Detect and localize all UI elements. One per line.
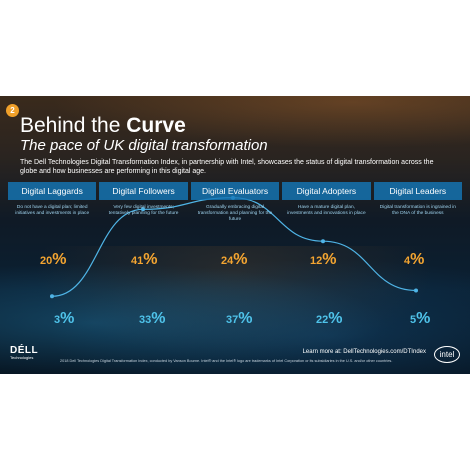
category-evaluators: Digital Evaluators (190, 182, 280, 200)
curve-point (321, 239, 325, 244)
category-followers: Digital Followers (99, 182, 188, 200)
category-laggards: Digital Laggards (8, 182, 97, 200)
category-description: Gradually embracing digital transformati… (197, 205, 273, 222)
category-leaders: Digital Leaders (373, 182, 463, 200)
slide-number-badge: 2 (6, 104, 19, 117)
uk-pct-adopters: 22% (316, 310, 343, 327)
uk-pct-laggards: 3% (54, 310, 75, 327)
global-pct-laggards: 20% (40, 251, 67, 268)
intel-logo: intel (434, 346, 460, 363)
uk-pct-evaluators: 37% (226, 310, 253, 327)
infographic-slide: 2 Behind the Curve The pace of UK digita… (0, 96, 470, 374)
curve-point (50, 294, 54, 299)
category-description: Have a mature digital plan, investments … (287, 205, 366, 216)
category-description: Digital transformation is ingrained in t… (379, 205, 456, 216)
category-description-row: Do not have a digital plan; limited init… (8, 205, 462, 225)
category-header-row: Digital Laggards Digital Followers Digit… (8, 182, 463, 200)
learn-more-text: Learn more at: DellTechnologies.com/DTIn… (302, 349, 426, 355)
dell-technologies-logo: DÉLL Technologies (10, 345, 39, 360)
uk-pct-leaders: 5% (410, 310, 431, 327)
curve-point (141, 207, 145, 212)
global-pct-evaluators: 24% (221, 251, 248, 268)
intro-text: The Dell Technologies Digital Transforma… (20, 159, 434, 175)
global-pct-adopters: 12% (310, 251, 337, 268)
category-description: Do not have a digital plan; limited init… (15, 205, 90, 216)
page-title: Behind the Curve (20, 114, 186, 137)
footer-disclaimer: 2018 Dell Technologies Digital Transform… (60, 359, 393, 363)
global-pct-leaders: 4% (404, 251, 425, 268)
global-pct-followers: 41% (131, 251, 158, 268)
category-adopters: Digital Adopters (282, 182, 371, 200)
page-subtitle: The pace of UK digital transformation (20, 137, 268, 154)
curve-point (414, 288, 418, 293)
category-description: Very few digital investments; tentativel… (108, 205, 179, 216)
uk-pct-followers: 33% (139, 310, 166, 327)
